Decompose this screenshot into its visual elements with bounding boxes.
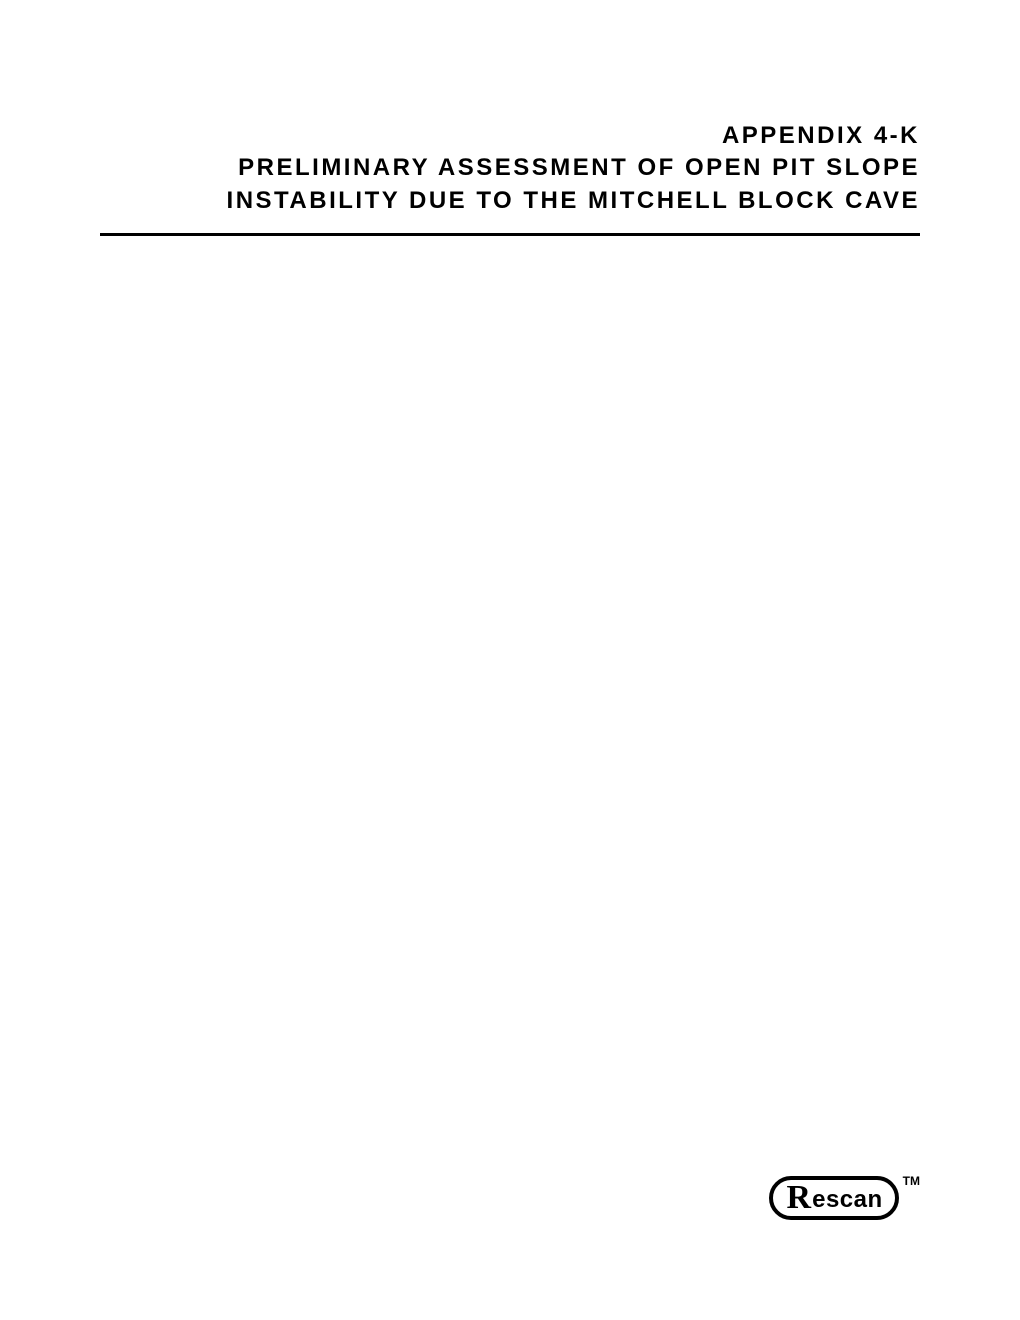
footer-logo: R escan TM (769, 1176, 920, 1220)
trademark-icon: TM (903, 1174, 920, 1188)
title-line-3: INSTABILITY DUE TO THE MITCHELL BLOCK CA… (100, 185, 920, 217)
logo-initial: R (787, 1181, 812, 1215)
logo-rest: escan (812, 1188, 883, 1212)
logo-pill: R escan (769, 1176, 899, 1220)
title-rule (100, 233, 920, 236)
title-line-2: PRELIMINARY ASSESSMENT OF OPEN PIT SLOPE (100, 152, 920, 184)
page: APPENDIX 4-K PRELIMINARY ASSESSMENT OF O… (0, 0, 1020, 1320)
title-block: APPENDIX 4-K PRELIMINARY ASSESSMENT OF O… (100, 120, 920, 227)
title-line-1: APPENDIX 4-K (100, 120, 920, 152)
